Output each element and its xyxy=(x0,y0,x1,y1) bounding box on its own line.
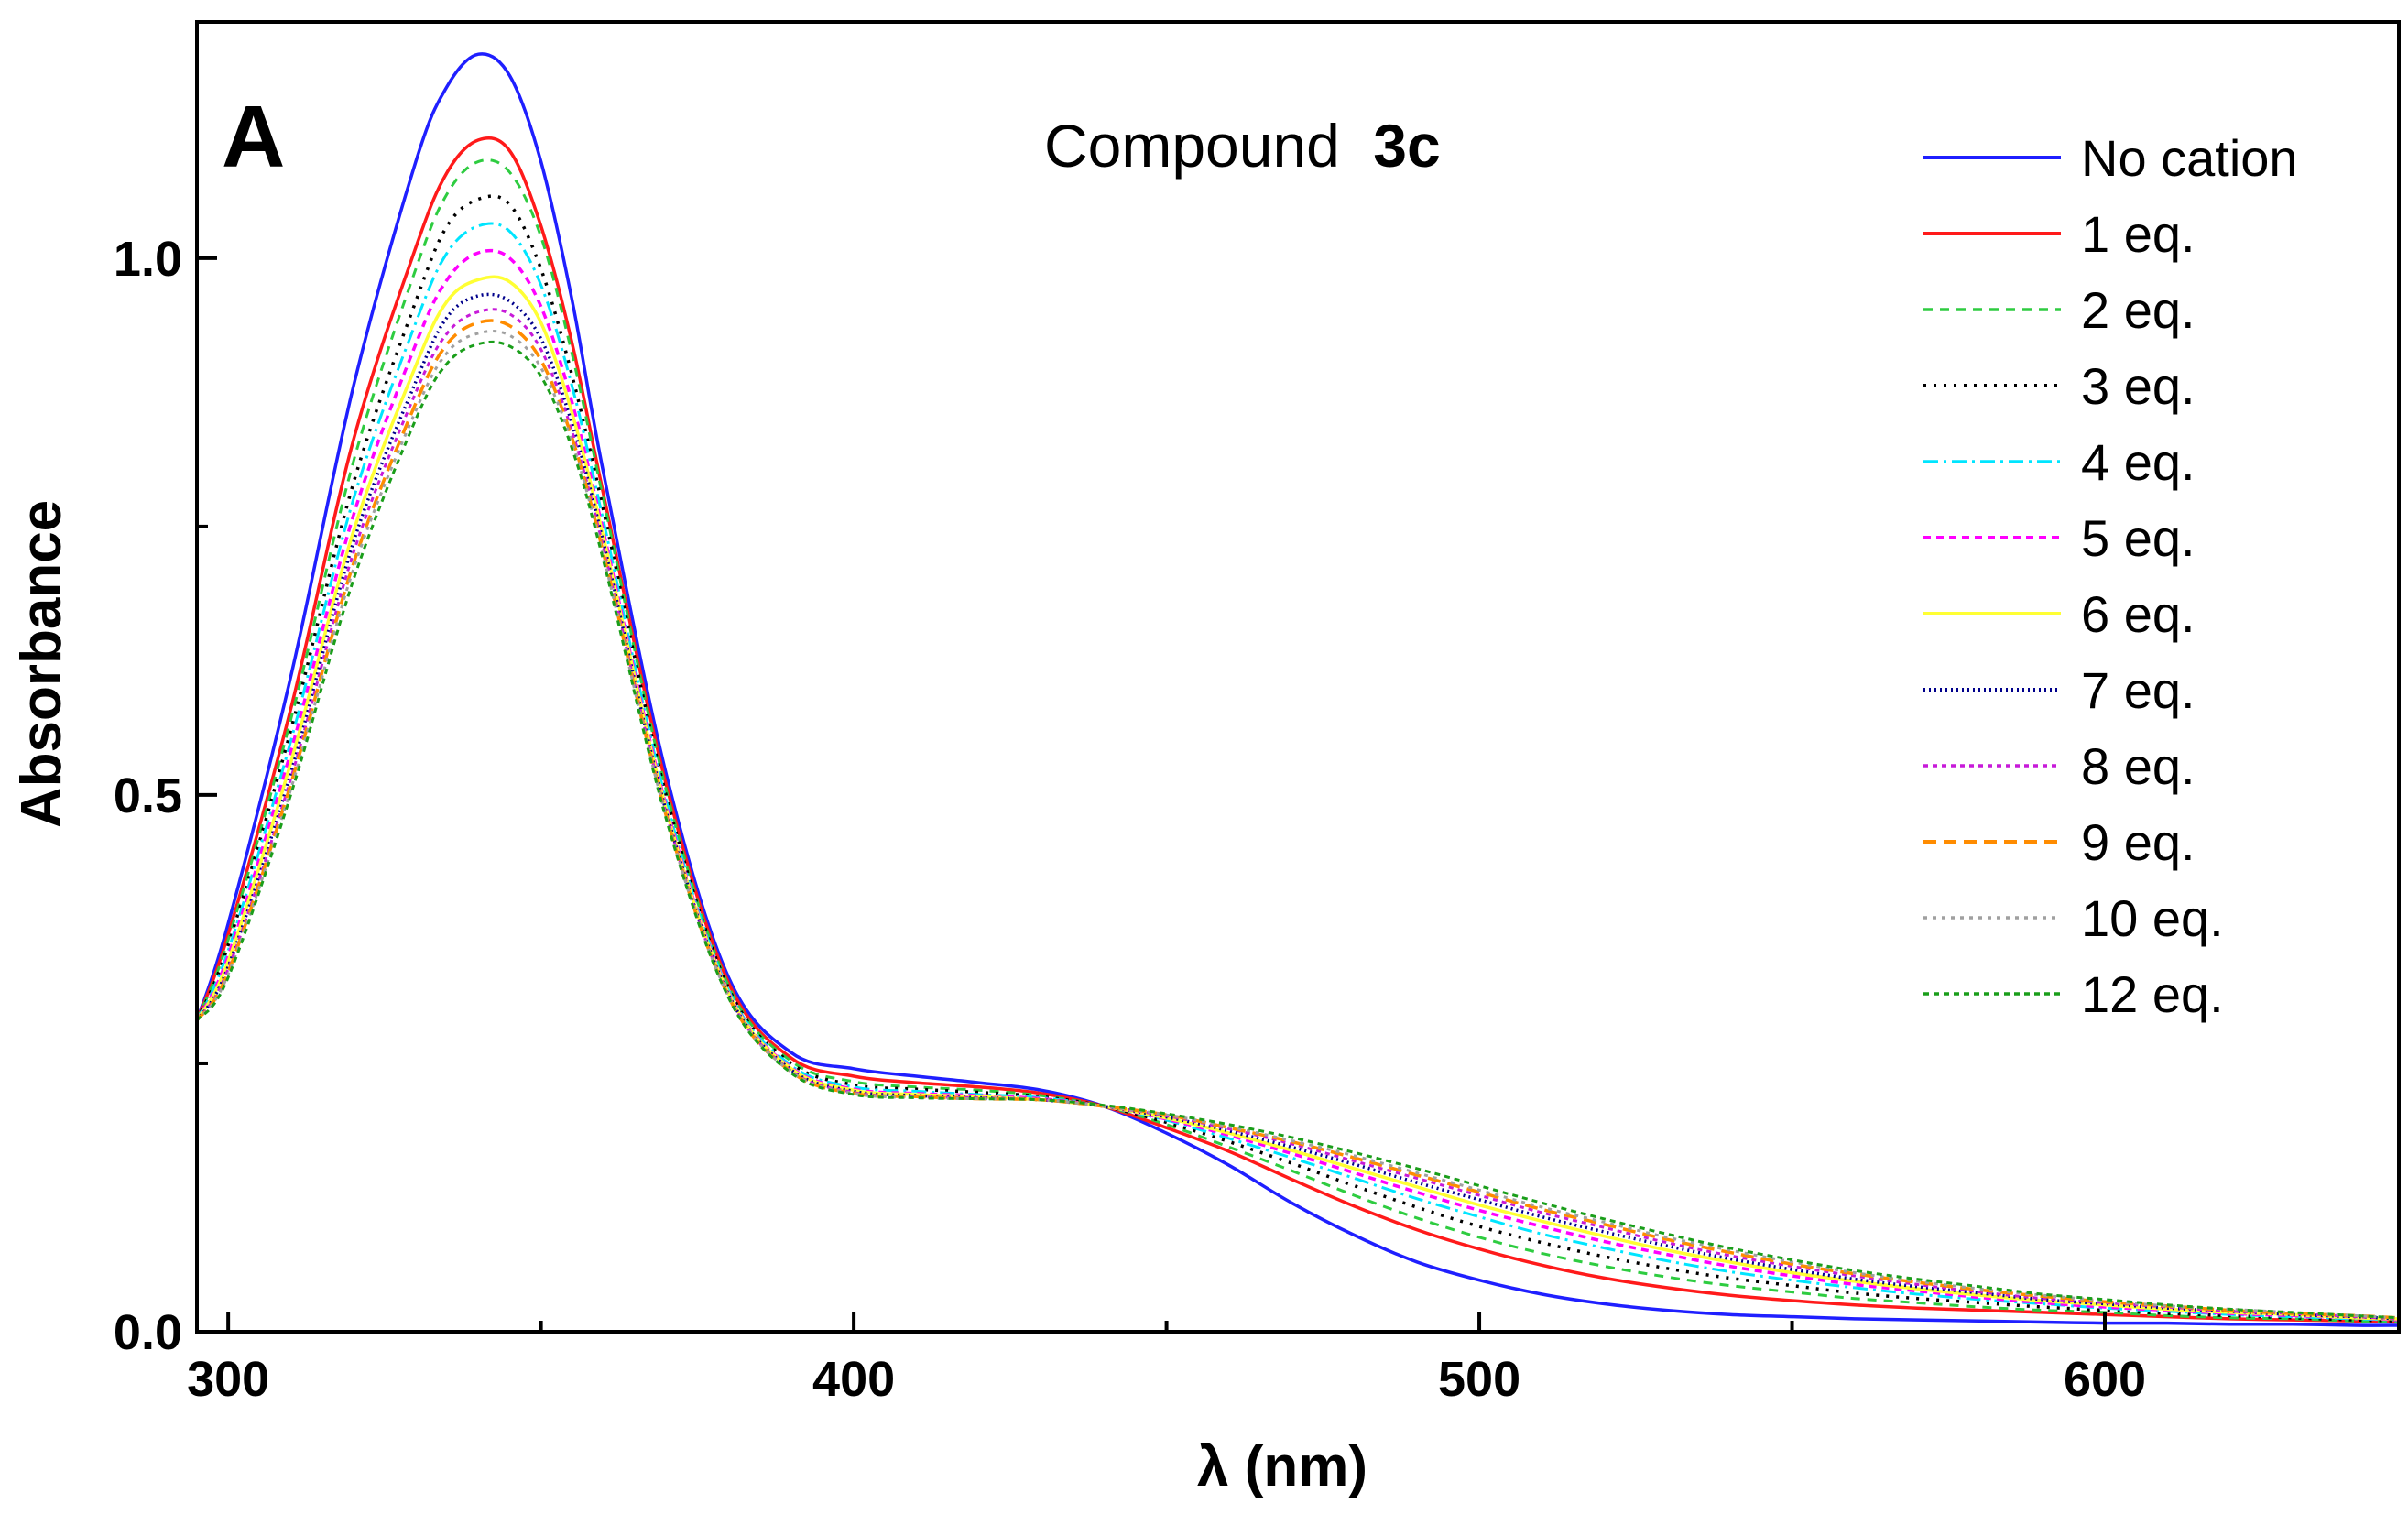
x-tick-label: 300 xyxy=(187,1352,269,1407)
series-line-10 xyxy=(195,319,2400,1320)
x-tick-label: 400 xyxy=(812,1352,895,1407)
x-tick-label: 500 xyxy=(1438,1352,1520,1407)
x-axis-title: λ (nm) xyxy=(1197,1435,1367,1498)
legend-label: 12 eq. xyxy=(2081,965,2224,1023)
y-tick-label: 0.0 xyxy=(114,1305,182,1360)
chart-title-text: Compound xyxy=(1044,112,1340,180)
series-line-11 xyxy=(195,330,2400,1320)
series-line-1 xyxy=(195,52,2400,1327)
legend-label: 1 eq. xyxy=(2081,205,2196,263)
legend-label: 4 eq. xyxy=(2081,433,2196,491)
series-line-8 xyxy=(195,292,2400,1321)
legend: No cation 1 eq. 2 eq. 3 eq. 4 eq. 5 eq. 6 eq. 7… xyxy=(1923,129,2298,1023)
series-line-2 xyxy=(195,136,2400,1324)
series-line-9 xyxy=(195,308,2400,1321)
series-layer xyxy=(195,52,2400,1327)
legend-label: 7 eq. xyxy=(2081,661,2196,719)
x-tick-label: 600 xyxy=(2064,1352,2146,1407)
legend-label: 6 eq. xyxy=(2081,585,2196,643)
series-line-3 xyxy=(195,158,2400,1323)
plot-frame xyxy=(195,20,2401,1334)
series-line-12 xyxy=(195,340,2400,1320)
y-tick-label: 1.0 xyxy=(114,232,182,287)
series-line-6 xyxy=(195,248,2400,1322)
legend-label: 10 eq. xyxy=(2081,889,2224,947)
chart-title-compound: 3c xyxy=(1373,112,1440,180)
legend-label: 8 eq. xyxy=(2081,737,2196,795)
legend-label: 2 eq. xyxy=(2081,281,2196,339)
y-axis-title: Absorbance xyxy=(10,500,73,828)
legend-label: 5 eq. xyxy=(2081,509,2196,567)
legend-label: 9 eq. xyxy=(2081,813,2196,871)
panel-label: A xyxy=(222,88,285,186)
axis-ticks: 300 400 500 600 0.0 0.5 1.0 xyxy=(114,232,2146,1407)
legend-label: 3 eq. xyxy=(2081,357,2196,415)
series-line-5 xyxy=(195,222,2400,1322)
y-tick-label: 0.5 xyxy=(114,768,182,823)
series-line-4 xyxy=(195,194,2400,1323)
chart-title: Compound 3c xyxy=(1044,112,1441,180)
legend-label: No cation xyxy=(2081,129,2298,187)
